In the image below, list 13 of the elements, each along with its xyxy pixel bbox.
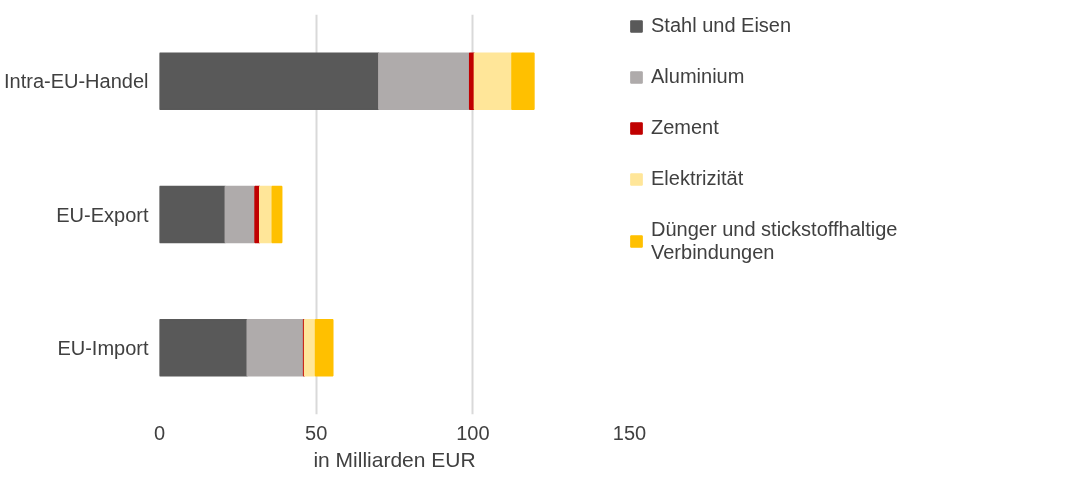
x-tick-label: 150	[612, 421, 647, 444]
legend-label: Dünger und stickstoffhaltige Verbindungen	[651, 218, 898, 264]
legend-label: Elektrizität	[651, 167, 744, 190]
y-tick-label: EU-Export	[56, 203, 149, 226]
x-tick-label: 0	[153, 421, 166, 444]
legend-label: Stahl und Eisen	[651, 14, 792, 37]
y-tick-label: EU-Import	[57, 336, 149, 359]
legend-label: Aluminium	[651, 65, 745, 88]
legend-label: Zement	[651, 116, 719, 139]
y-tick-label: Intra-EU-Handel	[4, 70, 149, 93]
x-axis-title: in Milliarden EUR	[313, 447, 476, 471]
x-tick-label: 50	[305, 421, 328, 444]
x-tick-label: 100	[456, 421, 490, 444]
